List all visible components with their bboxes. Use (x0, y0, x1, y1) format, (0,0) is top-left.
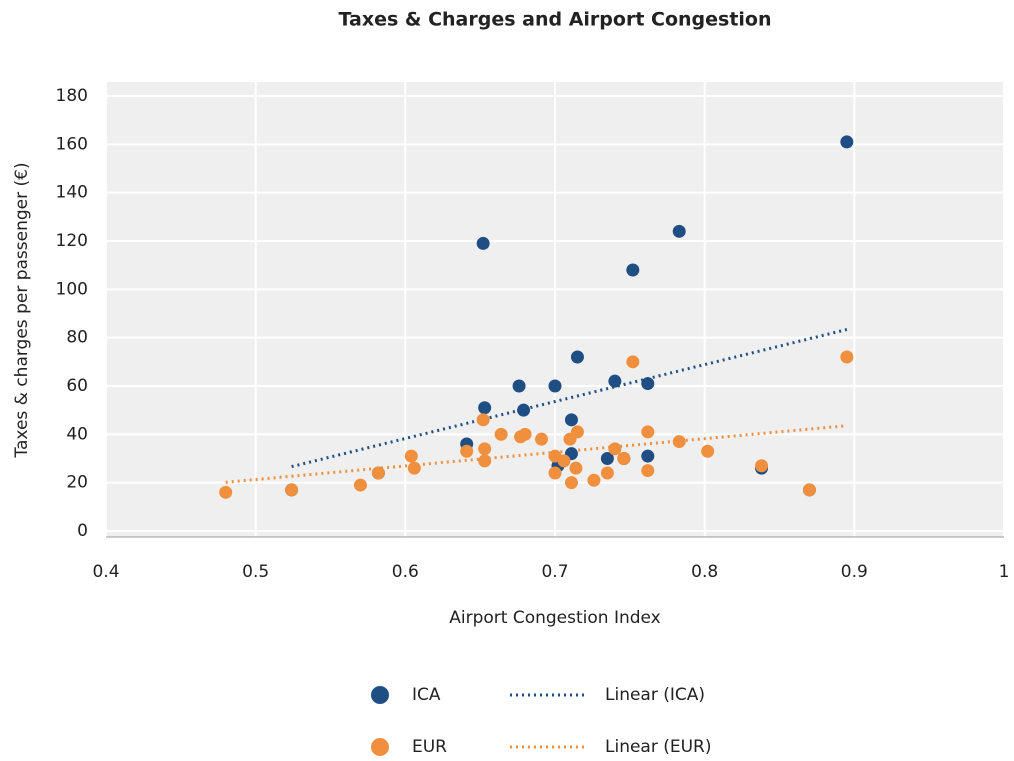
data-point (569, 461, 583, 475)
y-axis-label: Taxes & charges per passenger (€) (12, 162, 32, 458)
x-axis-label: Airport Congestion Index (449, 608, 661, 628)
data-point (404, 449, 418, 463)
y-tick-label: 100 (56, 279, 88, 299)
data-point (564, 476, 578, 490)
x-tick-label: 0.5 (242, 562, 269, 582)
data-point (608, 374, 622, 388)
data-point (626, 263, 640, 277)
data-point (626, 355, 640, 369)
legend-marker (371, 686, 389, 704)
data-point (478, 454, 492, 468)
data-point (518, 427, 532, 441)
data-point (840, 135, 854, 149)
data-point (460, 444, 474, 458)
data-point (563, 432, 577, 446)
y-tick-label: 160 (56, 134, 88, 154)
data-point (548, 379, 562, 393)
y-tick-label: 0 (77, 521, 88, 541)
data-point (535, 432, 549, 446)
data-point (476, 236, 490, 250)
x-tick-label: 1 (999, 562, 1010, 582)
x-tick-label: 0.7 (541, 562, 568, 582)
data-point (285, 483, 299, 497)
legend-label: Linear (EUR) (605, 737, 712, 757)
data-point (755, 459, 769, 473)
x-tick-label: 0.8 (691, 562, 718, 582)
data-point (570, 350, 584, 364)
data-point (557, 454, 571, 468)
data-point (219, 485, 233, 499)
data-point (371, 466, 385, 480)
y-tick-label: 120 (56, 231, 88, 251)
y-tick-label: 20 (66, 473, 88, 493)
y-tick-label: 80 (66, 328, 88, 348)
legend-marker (371, 738, 389, 756)
x-tick-label: 0.6 (392, 562, 419, 582)
data-point (641, 425, 655, 439)
y-tick-label: 180 (56, 86, 88, 106)
data-point (494, 427, 508, 441)
data-point (840, 350, 854, 364)
data-point (600, 466, 614, 480)
y-tick-label: 60 (66, 376, 88, 396)
y-tick-label: 140 (56, 183, 88, 203)
data-point (476, 413, 490, 427)
data-point (672, 435, 686, 449)
trendline (225, 424, 847, 484)
data-point (672, 224, 686, 238)
data-point (641, 377, 655, 391)
legend-label: ICA (412, 685, 441, 705)
data-point (608, 442, 622, 456)
data-point (478, 401, 492, 415)
y-tick-label: 40 (66, 424, 88, 444)
data-point (802, 483, 816, 497)
legend-label: EUR (412, 737, 447, 757)
data-point (564, 413, 578, 427)
data-point (353, 478, 367, 492)
data-point (641, 464, 655, 478)
data-point (517, 403, 531, 417)
legend-label: Linear (ICA) (605, 685, 705, 705)
x-tick-label: 0.4 (92, 562, 119, 582)
data-point (701, 444, 715, 458)
data-point (641, 449, 655, 463)
data-point (600, 452, 614, 465)
x-tick-label: 0.9 (841, 562, 868, 582)
data-point (407, 461, 421, 475)
data-point (478, 442, 492, 456)
data-point (548, 466, 562, 480)
data-point (617, 452, 631, 465)
data-point (587, 473, 601, 487)
chart-title: Taxes & Charges and Airport Congestion (338, 9, 771, 31)
data-point (512, 379, 526, 393)
